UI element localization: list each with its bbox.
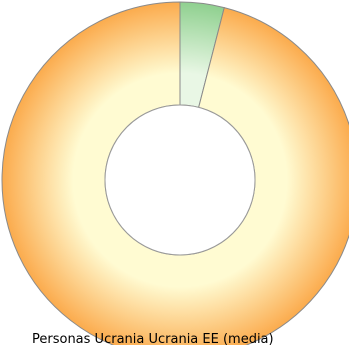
legend: Personas Ucrania Ucrania EE (media) xyxy=(0,333,349,345)
donut-hole xyxy=(104,104,256,256)
legend-text: Personas Ucrania Ucrania EE (media) xyxy=(32,333,274,345)
